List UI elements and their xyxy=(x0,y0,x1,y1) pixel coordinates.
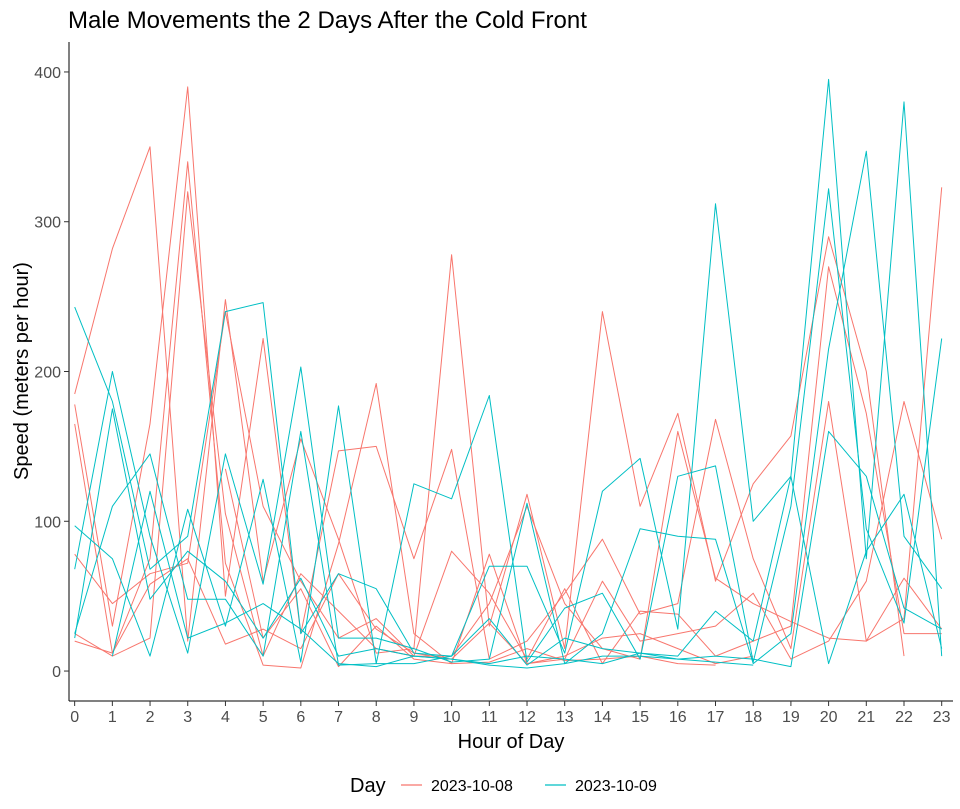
chart-title: Male Movements the 2 Days After the Cold… xyxy=(68,7,587,34)
x-tick-label: 7 xyxy=(334,709,343,726)
x-tick-label: 18 xyxy=(744,709,762,726)
x-tick-label: 9 xyxy=(409,709,418,726)
y-tick-label: 0 xyxy=(52,664,61,681)
series-line-2023-10-08-m5 xyxy=(74,191,942,665)
y-axis-title: Speed (meters per hour) xyxy=(11,262,33,480)
series-line-2023-10-09-f5 xyxy=(74,408,942,669)
x-tick-label: 11 xyxy=(481,709,498,726)
series-line-2023-10-09-f1 xyxy=(74,78,943,657)
x-tick-label: 22 xyxy=(895,709,913,726)
x-tick-label: 17 xyxy=(707,709,725,726)
y-tick-label: 100 xyxy=(34,514,61,531)
series-line-2023-10-09-f6 xyxy=(111,490,754,668)
x-tick-label: 21 xyxy=(857,709,875,726)
x-tick-label: 4 xyxy=(221,709,230,726)
series-line-2023-10-09-f2 xyxy=(74,188,943,665)
x-axis-title: Hour of Day xyxy=(458,731,565,753)
series-line-2023-10-08-m1 xyxy=(74,146,905,657)
x-tick-label: 20 xyxy=(820,709,838,726)
x-tick-label: 6 xyxy=(296,709,305,726)
x-tick-label: 0 xyxy=(70,709,79,726)
x-tick-label: 8 xyxy=(372,709,381,726)
x-tick-label: 1 xyxy=(108,709,117,726)
x-tick-label: 15 xyxy=(631,709,649,726)
x-tick-label: 3 xyxy=(183,709,192,726)
x-tick-label: 13 xyxy=(556,709,574,726)
axes xyxy=(68,42,953,702)
x-tick-label: 5 xyxy=(259,709,268,726)
x-tick-label: 23 xyxy=(933,709,951,726)
y-tick-label: 300 xyxy=(34,215,61,232)
legend-label-2023-10-09: 2023-10-09 xyxy=(575,778,657,795)
x-tick-label: 12 xyxy=(518,709,536,726)
legend-label-2023-10-08: 2023-10-08 xyxy=(431,778,513,795)
x-tick-label: 14 xyxy=(594,709,612,726)
x-tick-label: 16 xyxy=(669,709,687,726)
x-tick-label: 2 xyxy=(146,709,155,726)
series-line-2023-10-08-m2 xyxy=(74,86,943,660)
x-tick-label: 10 xyxy=(443,709,461,726)
series-line-2023-10-09-f4 xyxy=(74,430,943,666)
legend-title: Day xyxy=(350,775,386,797)
x-tick-label: 19 xyxy=(782,709,800,726)
x-axis-ticks: 0 1 2 3 4 5 6 7 8 9 10 11 12 13 14 15 16 17 18 19 20 21 22 23 xyxy=(70,701,951,726)
series-line-2023-10-09-f3 xyxy=(74,150,943,665)
y-tick-label: 200 xyxy=(34,365,61,382)
series-line-2023-10-08-m3 xyxy=(74,161,943,669)
plot-area xyxy=(74,78,943,669)
y-axis-ticks: 0 100 200 300 400 xyxy=(34,65,69,681)
legend: Day 2023-10-08 2023-10-09 xyxy=(350,775,657,797)
y-tick-label: 400 xyxy=(34,65,61,82)
